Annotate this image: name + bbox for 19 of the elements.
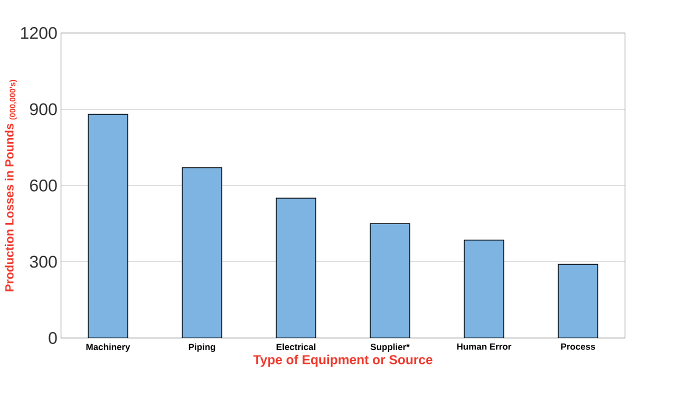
y-tick-label: 600 <box>30 180 57 192</box>
bar <box>276 198 316 338</box>
y-tick-label: 0 <box>48 332 57 344</box>
x-tick-label: Machinery <box>86 344 130 352</box>
x-tick-label: Piping <box>188 344 216 352</box>
bar <box>558 264 598 338</box>
x-tick-label: Electrical <box>276 344 316 350</box>
y-tick-label: 300 <box>30 256 57 268</box>
y-axis-title: Production Losses in Pounds $_{(000,000's)}$ <box>4 80 17 292</box>
bar <box>464 240 504 338</box>
x-tick-label: Process <box>561 344 596 350</box>
bar <box>370 223 410 338</box>
x-axis-title: Type of Equipment or Source <box>253 354 432 367</box>
bar <box>182 167 222 338</box>
x-tick-label: Supplier* <box>370 344 410 352</box>
y-tick-label: 1200 <box>21 27 57 39</box>
bar <box>88 114 128 338</box>
y-tick-label: 900 <box>30 103 57 116</box>
x-tick-label: Human Error <box>457 344 512 350</box>
